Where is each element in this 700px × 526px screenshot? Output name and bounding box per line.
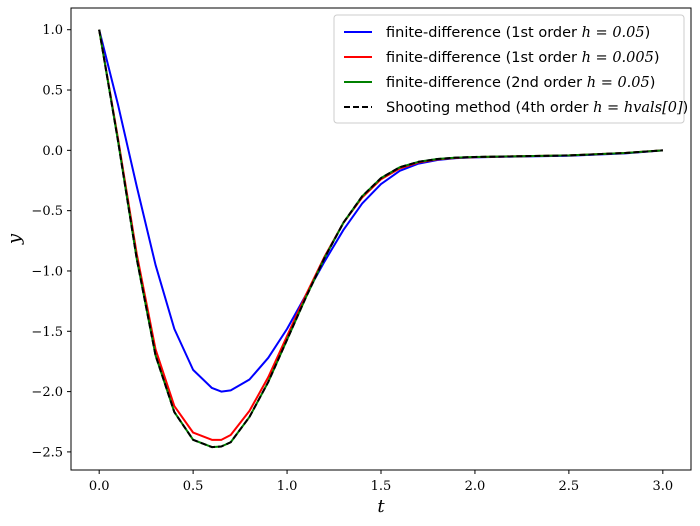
legend-label: finite-difference (2nd order h = 0.05) bbox=[386, 75, 655, 91]
y-tick-label: −0.5 bbox=[31, 204, 63, 219]
x-tick-label: 0.5 bbox=[183, 479, 204, 494]
y-tick-label: 0.5 bbox=[42, 84, 63, 99]
x-tick-label: 3.0 bbox=[652, 479, 673, 494]
legend-label: Shooting method (4th order h = hvals[0]) bbox=[386, 100, 688, 116]
legend: finite-difference (1st order h = 0.05) fi… bbox=[333, 14, 688, 124]
y-axis-label: y bbox=[4, 233, 25, 245]
legend-box bbox=[333, 14, 685, 124]
y-tick-label: −2.5 bbox=[31, 445, 63, 460]
legend-label: finite-difference (1st order h = 0.005) bbox=[386, 50, 660, 66]
x-tick-label: 1.5 bbox=[371, 479, 392, 494]
x-tick-label: 0.0 bbox=[89, 479, 110, 494]
x-tick-label: 2.5 bbox=[559, 479, 580, 494]
x-axis: 0.0 0.5 1.0 1.5 2.0 2.5 3.0 bbox=[89, 470, 673, 494]
y-tick-label: −2.0 bbox=[31, 385, 63, 400]
y-axis: 1.0 0.5 0.0 −0.5 −1.0 −1.5 −2.0 −2.5 bbox=[31, 23, 71, 460]
y-tick-label: 0.0 bbox=[42, 144, 63, 159]
series-layer bbox=[98, 29, 663, 449]
x-tick-label: 2.0 bbox=[465, 479, 486, 494]
series-line-4 bbox=[98, 29, 663, 449]
x-tick-label: 1.0 bbox=[277, 479, 298, 494]
x-axis-label: t bbox=[377, 496, 385, 517]
y-tick-label: −1.0 bbox=[31, 264, 63, 279]
legend-label: finite-difference (1st order h = 0.05) bbox=[386, 25, 650, 41]
y-tick-label: −1.5 bbox=[31, 325, 63, 340]
y-tick-label: 1.0 bbox=[42, 23, 63, 38]
